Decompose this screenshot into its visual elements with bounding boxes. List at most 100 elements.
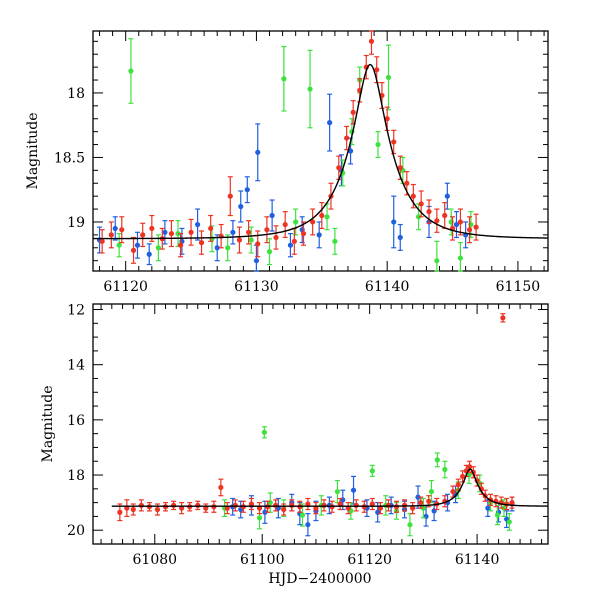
blue-data-point — [287, 232, 294, 258]
marker — [99, 238, 105, 244]
marker — [353, 502, 359, 508]
marker — [188, 229, 194, 235]
red-data-point — [162, 502, 169, 512]
marker — [232, 502, 238, 508]
marker — [375, 141, 381, 148]
bottom-y-axis-label: Magnitude — [40, 385, 56, 462]
marker — [140, 232, 146, 238]
marker — [130, 506, 136, 513]
marker — [316, 232, 322, 238]
red-data-point — [310, 208, 316, 236]
marker — [391, 219, 397, 225]
bottom-axis-ticks — [93, 304, 548, 545]
red-data-point — [108, 221, 114, 249]
marker — [368, 38, 375, 44]
green-data-point — [248, 226, 254, 254]
green-data-point — [281, 45, 287, 112]
y-tick-label: 20 — [67, 523, 85, 539]
bottom-y-tick-labels: 12 14 16 18 20 — [67, 303, 85, 540]
green-data-point — [299, 503, 306, 527]
red-data-point — [410, 183, 416, 209]
marker — [494, 512, 501, 518]
marker — [149, 225, 155, 232]
top-plot-frame — [92, 30, 549, 272]
green-data-point — [293, 208, 299, 236]
marker — [434, 218, 440, 224]
y-tick-label: 19 — [67, 215, 85, 231]
marker — [509, 500, 515, 506]
marker — [300, 230, 307, 237]
red-data-point — [140, 222, 146, 248]
marker — [130, 247, 137, 253]
green-data-point — [506, 513, 512, 531]
marker — [397, 234, 403, 241]
bottom-x-axis-label: HJD−2400000 — [268, 571, 371, 587]
blue-data-point — [485, 499, 491, 518]
marker — [391, 139, 397, 145]
red-data-point — [350, 100, 356, 125]
green-data-point — [334, 479, 341, 504]
marker — [155, 245, 161, 251]
x-tick-label: 61120 — [103, 279, 148, 295]
marker — [407, 522, 413, 528]
marker — [426, 498, 432, 504]
red-data-point — [300, 221, 307, 246]
marker — [336, 165, 342, 171]
marker — [347, 148, 354, 154]
marker — [434, 457, 440, 463]
marker — [418, 500, 424, 506]
marker — [236, 237, 243, 243]
marker — [289, 502, 295, 508]
blue-data-point — [305, 513, 311, 537]
marker — [218, 484, 224, 491]
marker — [175, 230, 181, 237]
red-data-point — [124, 499, 130, 518]
bottom-data-points — [117, 313, 515, 537]
green-data-point — [348, 502, 354, 520]
red-data-point — [170, 500, 177, 511]
x-tick-label: 61130 — [234, 279, 279, 295]
marker — [146, 251, 152, 257]
y-tick-label: 18 — [67, 468, 85, 484]
marker — [116, 242, 122, 248]
marker — [194, 221, 201, 228]
marker — [253, 258, 260, 264]
marker — [255, 241, 261, 247]
marker — [266, 249, 273, 255]
blue-data-point — [255, 123, 261, 182]
red-data-point — [245, 220, 252, 245]
blue-data-point — [504, 510, 510, 529]
bottom-x-tick-labels: 61080 61100 61120 61140 — [133, 552, 500, 568]
marker — [450, 488, 456, 495]
red-data-point — [336, 155, 342, 180]
blue-data-point — [415, 485, 421, 509]
y-tick-label: 16 — [67, 413, 85, 429]
marker — [238, 203, 244, 210]
green-data-point — [407, 513, 413, 537]
red-data-point — [179, 502, 185, 515]
blue-data-point — [463, 221, 469, 249]
marker — [138, 502, 144, 508]
red-data-point — [168, 220, 175, 248]
red-data-point — [457, 208, 463, 236]
red-data-point — [500, 313, 506, 323]
blue-data-point — [162, 220, 168, 245]
marker — [208, 225, 214, 232]
marker — [442, 212, 448, 219]
red-data-point — [434, 208, 440, 233]
marker — [369, 468, 375, 474]
marker — [442, 466, 448, 473]
green-data-point — [375, 131, 381, 159]
blue-data-point — [269, 199, 275, 232]
marker — [281, 506, 287, 513]
blue-data-point — [194, 208, 201, 241]
red-data-point — [218, 223, 224, 249]
red-data-point — [99, 229, 105, 254]
marker — [415, 214, 422, 220]
y-tick-label: 18.5 — [54, 150, 85, 166]
marker — [327, 120, 333, 126]
green-data-point — [267, 492, 273, 513]
red-data-point — [282, 211, 288, 239]
marker — [170, 502, 177, 508]
green-data-point — [494, 504, 501, 526]
